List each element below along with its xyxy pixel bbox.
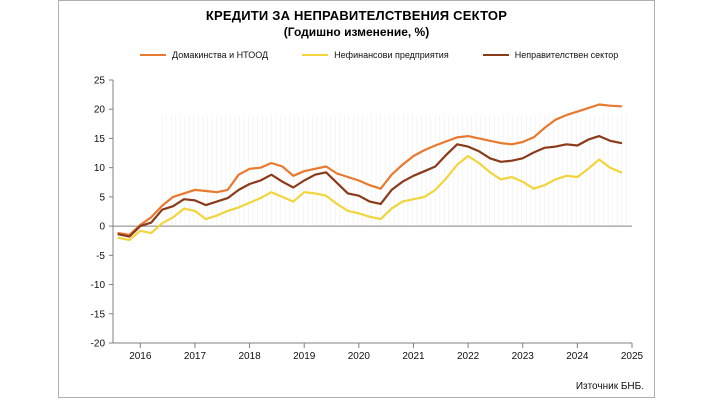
legend-label-nongovernment: Неправителствен сектор bbox=[514, 50, 619, 60]
y-tick-label: 15 bbox=[94, 134, 106, 145]
legend-item-nongovernment: Неправителствен сектор bbox=[482, 50, 619, 60]
legend-item-nonfinancial: Нефинансови предприятия bbox=[302, 50, 449, 60]
series-line-1 bbox=[117, 154, 623, 242]
y-tick-label: 25 bbox=[94, 76, 106, 87]
y-tick-label: 0 bbox=[99, 222, 105, 233]
legend-swatch-nongovernment bbox=[482, 54, 509, 56]
series-line-2 bbox=[117, 135, 623, 238]
legend-item-households: Домакинства и НТООД bbox=[140, 50, 268, 60]
x-tick-label: 2025 bbox=[621, 351, 644, 362]
y-tick-label: 10 bbox=[94, 163, 106, 174]
chart-legend: Домакинства и НТООД Нефинансови предприя… bbox=[140, 48, 652, 62]
chart-title: КРЕДИТИ ЗА НЕПРАВИТЕЛСТВЕНИЯ СЕКТОР bbox=[205, 8, 508, 23]
legend-label-households: Домакинства и НТООД bbox=[172, 50, 269, 60]
y-tick-label: -20 bbox=[91, 339, 106, 350]
x-tick-label: 2023 bbox=[512, 351, 535, 362]
x-tick-label: 2018 bbox=[238, 351, 261, 362]
legend-label-nonfinancial: Нефинансови предприятия bbox=[334, 50, 449, 60]
x-tick-label: 2020 bbox=[348, 351, 371, 362]
y-tick-label: -5 bbox=[96, 251, 105, 262]
source-note: Източник БНБ. bbox=[575, 381, 644, 392]
y-tick-label: 20 bbox=[94, 105, 106, 116]
x-tick-label: 2019 bbox=[293, 351, 316, 362]
legend-swatch-households bbox=[140, 54, 166, 56]
y-tick-label: 5 bbox=[99, 192, 105, 203]
y-tick-label: -10 bbox=[91, 280, 106, 291]
chart-frame bbox=[58, 0, 655, 398]
y-tick-label: -15 bbox=[91, 309, 106, 320]
x-tick-label: 2022 bbox=[457, 351, 480, 362]
x-tick-label: 2021 bbox=[402, 351, 425, 362]
chart-subtitle: (Годишно изменение, %) bbox=[283, 25, 430, 39]
x-tick-label: 2016 bbox=[129, 351, 152, 362]
x-tick-label: 2024 bbox=[566, 351, 589, 362]
series-line-0 bbox=[117, 103, 623, 236]
x-tick-label: 2017 bbox=[184, 351, 207, 362]
legend-swatch-nonfinancial bbox=[302, 54, 329, 56]
